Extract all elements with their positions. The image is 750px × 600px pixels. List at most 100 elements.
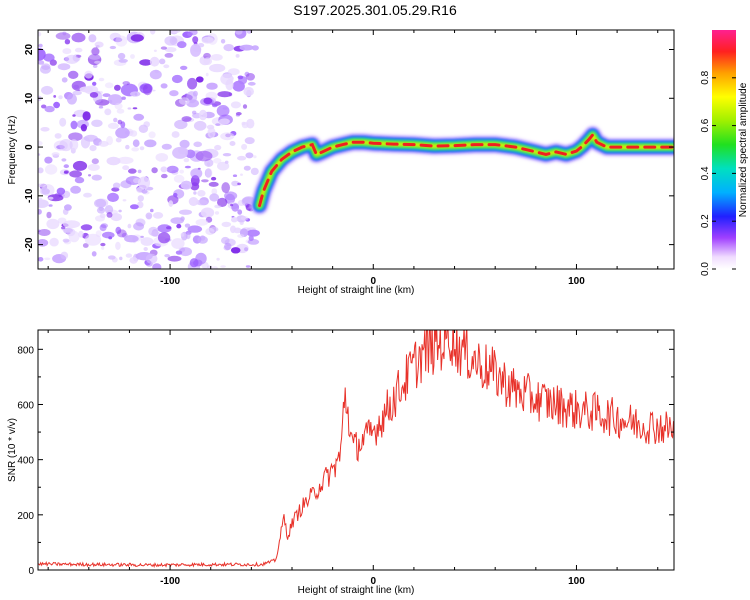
noise-blob <box>38 239 49 247</box>
noise-blob <box>234 30 247 39</box>
noise-blob <box>100 242 106 247</box>
noise-blob <box>137 195 144 202</box>
spectrogram-ytick-label: -10 <box>24 188 35 203</box>
noise-blob <box>170 217 184 225</box>
noise-blob <box>144 139 157 148</box>
noise-blob <box>80 136 91 149</box>
noise-blob <box>212 266 218 269</box>
noise-blob <box>114 84 121 91</box>
colorbar-tick-label: 0.8 <box>700 70 711 84</box>
noise-blob <box>206 162 211 167</box>
noise-blob <box>63 164 69 169</box>
noise-blob <box>131 147 140 152</box>
spectrogram-ytick-label: 0 <box>24 144 35 150</box>
noise-blob <box>195 199 208 206</box>
noise-blob <box>244 247 249 252</box>
noise-blob <box>104 205 114 214</box>
noise-blob <box>92 64 98 68</box>
noise-blob <box>48 196 54 200</box>
noise-blob <box>169 90 179 97</box>
noise-blob <box>210 54 223 61</box>
noise-blob <box>38 140 43 146</box>
noise-blob <box>214 204 222 209</box>
noise-blob <box>216 105 230 117</box>
noise-blob <box>221 236 230 245</box>
noise-blob <box>246 229 260 237</box>
noise-blob <box>78 230 84 238</box>
noise-blob <box>237 209 243 215</box>
noise-blob <box>168 200 174 207</box>
noise-blob <box>53 101 60 109</box>
noise-blob <box>203 57 213 65</box>
spectrogram-frame <box>37 29 675 270</box>
noise-blob <box>213 158 222 164</box>
noise-blob <box>149 56 160 67</box>
noise-blob <box>207 265 213 269</box>
noise-blob <box>122 165 130 171</box>
noise-blob <box>171 238 185 249</box>
noise-blob <box>66 93 77 105</box>
snr-ytick-label: 600 <box>17 400 34 411</box>
noise-blob <box>253 155 257 159</box>
noise-blob <box>164 36 178 46</box>
noise-blob <box>215 123 221 126</box>
noise-blob <box>193 191 197 195</box>
noise-blob <box>164 47 177 53</box>
noise-blob <box>62 48 72 55</box>
noise-blob <box>220 73 234 85</box>
noise-blob <box>169 30 181 34</box>
noise-blob <box>148 226 159 236</box>
noise-blob <box>72 90 82 96</box>
colorbar-gradient <box>712 30 736 269</box>
noise-blob <box>141 189 148 194</box>
noise-blob <box>243 86 254 97</box>
noise-blob <box>80 224 93 231</box>
noise-blob <box>115 226 122 234</box>
noise-blob <box>62 208 69 215</box>
colorbar: 0.0 0.2 0.4 0.6 0.8 Normalized spectral ampl… <box>700 30 749 276</box>
noise-blob <box>211 176 217 181</box>
snr-series-line <box>38 330 674 569</box>
snr-ticks: -100 0 100 0 200 400 600 800 <box>17 330 674 587</box>
noise-blob <box>195 150 213 162</box>
noise-blob <box>247 81 256 86</box>
noise-blob <box>178 97 190 105</box>
noise-blob <box>116 229 127 238</box>
snr-frame <box>37 329 675 571</box>
noise-blob <box>117 156 134 164</box>
noise-blob <box>61 158 67 162</box>
noise-blob <box>214 211 220 215</box>
noise-blob <box>149 69 162 80</box>
noise-blob <box>231 217 238 223</box>
noise-blob <box>240 216 249 221</box>
noise-blob <box>98 77 105 82</box>
noise-blob <box>205 168 213 178</box>
noise-blob <box>127 107 132 110</box>
noise-blob <box>72 160 88 171</box>
chart-title: S197.2025.301.05.29.R16 <box>293 2 457 18</box>
noise-blob <box>192 36 199 44</box>
noise-blob <box>237 75 244 80</box>
noise-blob <box>64 170 69 174</box>
noise-blob <box>122 199 127 202</box>
snr-xlabel: Height of straight line (km) <box>298 585 415 596</box>
noise-blob <box>49 237 59 247</box>
noise-blob <box>220 265 226 268</box>
noise-blob <box>38 31 42 37</box>
noise-blob <box>218 118 230 125</box>
noise-blob <box>89 145 97 152</box>
spectrogram-ytick-label: 20 <box>24 44 35 56</box>
noise-blob <box>38 167 44 174</box>
noise-blob <box>197 236 208 244</box>
noise-blob <box>198 109 208 121</box>
noise-blob <box>38 229 51 236</box>
spectrogram-xtick-label: -100 <box>160 276 180 287</box>
noise-blob <box>116 108 125 114</box>
noise-blob <box>92 81 97 86</box>
noise-blob <box>108 236 113 240</box>
noise-blob <box>190 168 203 179</box>
noise-blob <box>163 64 170 69</box>
noise-blob <box>109 45 117 50</box>
noise-blob <box>71 32 86 43</box>
